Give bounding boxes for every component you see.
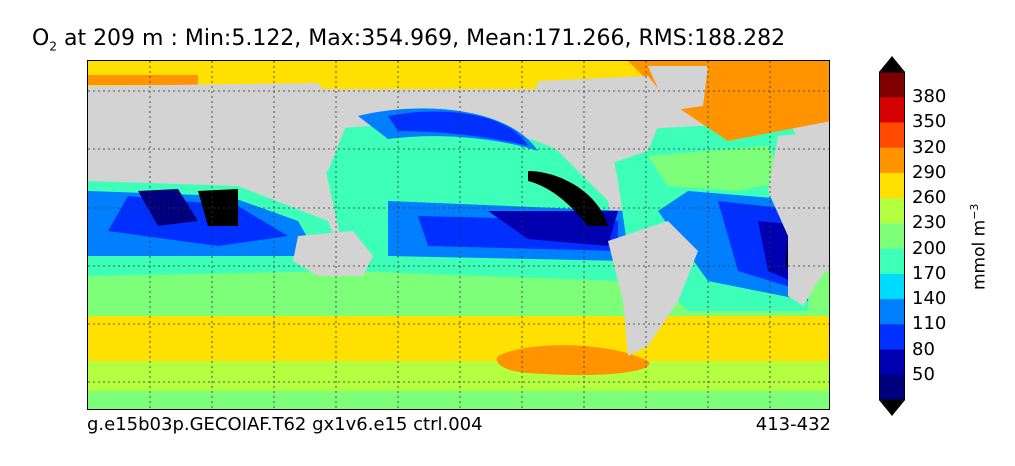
land-australia [293,231,373,276]
colorbar-bin [879,122,905,149]
colorbar-tick-label: 140 [912,288,947,310]
colorbar-bin [879,349,905,376]
colorbar-tick-label: 110 [912,313,947,335]
colorbar-bin [879,198,905,224]
land-eurasia [88,83,348,191]
year-range-label: 413-432 [755,414,831,435]
colorbar-bin [879,273,905,300]
run-id-label: g.e15b03p.GECOIAF.T62 gx1v6.e15 ctrl.004 [87,414,483,435]
colorbar-bin [879,248,905,275]
colorbar-bin [879,147,905,174]
colorbar-tick-label: 80 [912,338,935,360]
colorbar-bin [879,97,905,123]
colorbar-bin [879,223,905,250]
colorbar-bin [879,374,905,401]
colorbar-tick-label: 170 [912,262,947,284]
colorbar-bin [879,172,905,199]
land-africa-right [768,131,829,306]
colorbar-max-extend [879,56,905,72]
southern-orange-patch [496,345,650,376]
colorbar-tick-label: 350 [912,111,947,133]
land-greenland [648,66,708,111]
colorbar [879,56,905,416]
land-antarctica [88,409,830,410]
colorbar-tick-label: 200 [912,237,947,259]
colorbar-tick-label: 50 [912,363,935,385]
southern-band-2 [88,316,829,361]
colorbar-tick-label: 290 [912,161,947,183]
southern-band-3 [88,361,829,391]
colorbar-units-label: mmol m−3 [968,203,990,290]
colorbar-tick-label: 260 [912,187,947,209]
map-gridlines [88,61,829,409]
land-south-america [608,221,698,356]
colorbar-min-extend [879,400,905,416]
colorbar-bin [879,72,905,98]
land-north-america [528,76,668,171]
ocean-oxygen-map [87,60,830,410]
colorbar-tick-label: 230 [912,212,947,234]
plot-title: O2 at 209 m : Min:5.122, Max:354.969, Me… [32,26,786,54]
colorbar-tick-label: 380 [912,86,947,108]
colorbar-tick-label: 320 [912,136,947,158]
colorbar-bin [879,299,905,325]
colorbar-bin [879,324,905,351]
